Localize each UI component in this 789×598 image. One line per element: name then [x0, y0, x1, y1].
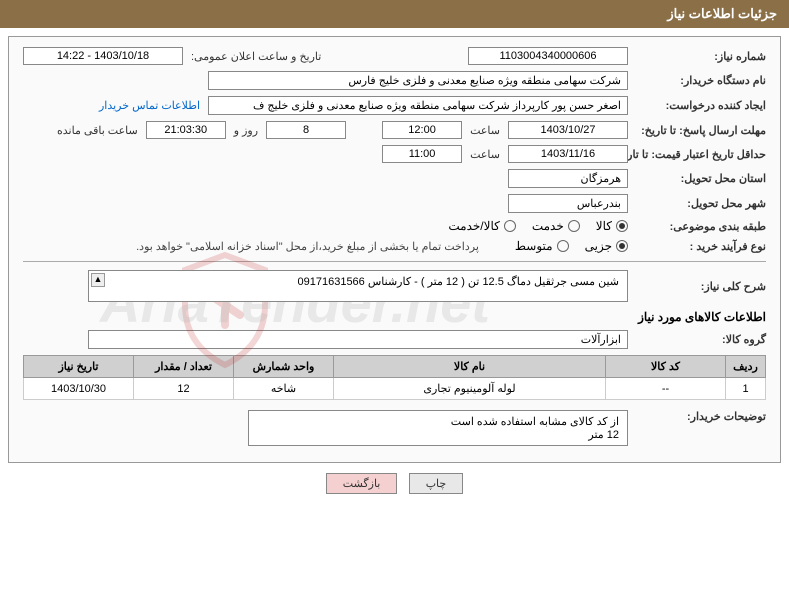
radio-partial-circle	[616, 240, 628, 252]
radio-service-circle	[568, 220, 580, 232]
price-validity-time-value: 11:00	[382, 145, 462, 163]
remaining-label: ساعت باقی مانده	[57, 124, 138, 137]
response-time-label: ساعت	[470, 124, 500, 137]
radio-service-label: خدمت	[532, 219, 564, 233]
goods-table: ردیف کد کالا نام کالا واحد شمارش تعداد /…	[23, 355, 766, 400]
radio-goods-label: کالا	[596, 219, 612, 233]
buyer-notes-line1: از کد کالای مشابه استفاده شده است	[257, 415, 619, 428]
days-label: روز و	[234, 124, 258, 137]
price-validity-label: حداقل تاریخ اعتبار قیمت: تا تاریخ:	[636, 148, 766, 161]
announce-datetime-value: 1403/10/18 - 14:22	[23, 47, 183, 65]
response-deadline-label: مهلت ارسال پاسخ: تا تاریخ:	[636, 124, 766, 137]
need-desc-text: شین مسی جرثقیل دماگ 12.5 تن ( 12 متر ) -…	[298, 276, 620, 288]
row-delivery-city: شهر محل تحویل: بندرعباس	[23, 194, 766, 213]
price-validity-time-label: ساعت	[470, 148, 500, 161]
radio-medium-circle	[557, 240, 569, 252]
th-qty: تعداد / مقدار	[134, 356, 234, 378]
row-price-validity: حداقل تاریخ اعتبار قیمت: تا تاریخ: 1403/…	[23, 145, 766, 163]
category-label: طبقه بندی موضوعی:	[636, 220, 766, 233]
scroll-up-icon[interactable]: ▲	[91, 273, 105, 287]
td-date: 1403/10/30	[24, 378, 134, 400]
delivery-province-label: استان محل تحویل:	[636, 172, 766, 185]
requester-value: اصغر حسن پور کارپرداز شرکت سهامی منطقه و…	[208, 96, 628, 115]
page-header: جزئیات اطلاعات نیاز	[0, 0, 789, 28]
page-title: جزئیات اطلاعات نیاز	[667, 6, 777, 21]
need-desc-box[interactable]: شین مسی جرثقیل دماگ 12.5 تن ( 12 متر ) -…	[88, 270, 628, 302]
goods-group-label: گروه کالا:	[636, 333, 766, 346]
price-validity-date-value: 1403/11/16	[508, 145, 628, 163]
th-date: تاریخ نیاز	[24, 356, 134, 378]
table-row: 1 -- لوله آلومینیوم تجاری شاخه 12 1403/1…	[24, 378, 766, 400]
radio-service[interactable]: خدمت	[532, 219, 580, 233]
announce-datetime-label: تاریخ و ساعت اعلان عمومی:	[191, 50, 321, 63]
row-process-type: نوع فرآیند خرید : جزیی متوسط پرداخت تمام…	[23, 239, 766, 253]
delivery-province-value: هرمزگان	[508, 169, 628, 188]
row-need-desc: شرح کلی نیاز: شین مسی جرثقیل دماگ 12.5 ت…	[23, 270, 766, 302]
category-radio-group: کالا خدمت کالا/خدمت	[448, 219, 628, 233]
process-radio-group: جزیی متوسط	[515, 239, 628, 253]
back-button[interactable]: بازگشت	[326, 473, 398, 494]
buyer-org-value: شرکت سهامی منطقه ویژه صنایع معدنی و فلزی…	[208, 71, 628, 90]
table-header-row: ردیف کد کالا نام کالا واحد شمارش تعداد /…	[24, 356, 766, 378]
row-buyer-org: نام دستگاه خریدار: شرکت سهامی منطقه ویژه…	[23, 71, 766, 90]
row-goods-group: گروه کالا: ابزارآلات	[23, 330, 766, 349]
td-unit: شاخه	[234, 378, 334, 400]
buyer-notes-box: از کد کالای مشابه استفاده شده است 12 متر	[248, 410, 628, 446]
need-number-label: شماره نیاز:	[636, 50, 766, 63]
radio-goods-service-circle	[504, 220, 516, 232]
buyer-notes-line2: 12 متر	[257, 428, 619, 441]
th-code: کد کالا	[606, 356, 726, 378]
radio-goods-circle	[616, 220, 628, 232]
radio-goods-service[interactable]: کالا/خدمت	[448, 219, 515, 233]
row-response-deadline: مهلت ارسال پاسخ: تا تاریخ: 1403/10/27 سا…	[23, 121, 766, 139]
row-need-number: شماره نیاز: 1103004340000606 تاریخ و ساع…	[23, 47, 766, 65]
print-button[interactable]: چاپ	[409, 473, 464, 494]
td-name: لوله آلومینیوم تجاری	[334, 378, 606, 400]
radio-medium-label: متوسط	[515, 239, 553, 253]
buyer-contact-link[interactable]: اطلاعات تماس خریدار	[99, 99, 200, 112]
remaining-time-value: 21:03:30	[146, 121, 226, 139]
process-type-label: نوع فرآیند خرید :	[636, 240, 766, 253]
radio-goods-service-label: کالا/خدمت	[448, 219, 499, 233]
days-remaining-value: 8	[266, 121, 346, 139]
goods-group-value: ابزارآلات	[88, 330, 628, 349]
radio-partial-label: جزیی	[585, 239, 612, 253]
need-number-value: 1103004340000606	[468, 47, 628, 65]
response-date-value: 1403/10/27	[508, 121, 628, 139]
requester-label: ایجاد کننده درخواست:	[636, 99, 766, 112]
td-row: 1	[726, 378, 766, 400]
need-desc-label: شرح کلی نیاز:	[636, 280, 766, 293]
th-name: نام کالا	[334, 356, 606, 378]
row-delivery-province: استان محل تحویل: هرمزگان	[23, 169, 766, 188]
td-code: --	[606, 378, 726, 400]
delivery-city-label: شهر محل تحویل:	[636, 197, 766, 210]
button-row: چاپ بازگشت	[0, 473, 789, 494]
radio-partial[interactable]: جزیی	[585, 239, 628, 253]
radio-medium[interactable]: متوسط	[515, 239, 569, 253]
row-category: طبقه بندی موضوعی: کالا خدمت کالا/خدمت	[23, 219, 766, 233]
details-panel: شماره نیاز: 1103004340000606 تاریخ و ساع…	[8, 36, 781, 463]
delivery-city-value: بندرعباس	[508, 194, 628, 213]
buyer-org-label: نام دستگاه خریدار:	[636, 74, 766, 87]
row-buyer-notes: توضیحات خریدار: از کد کالای مشابه استفاد…	[23, 410, 766, 446]
th-row: ردیف	[726, 356, 766, 378]
goods-info-title: اطلاعات کالاهای مورد نیاز	[23, 310, 766, 324]
response-time-value: 12:00	[382, 121, 462, 139]
payment-note: پرداخت تمام یا بخشی از مبلغ خرید،از محل …	[136, 240, 479, 253]
td-qty: 12	[134, 378, 234, 400]
divider-1	[23, 261, 766, 262]
buyer-notes-label: توضیحات خریدار:	[636, 410, 766, 423]
radio-goods[interactable]: کالا	[596, 219, 628, 233]
row-requester: ایجاد کننده درخواست: اصغر حسن پور کارپرد…	[23, 96, 766, 115]
th-unit: واحد شمارش	[234, 356, 334, 378]
